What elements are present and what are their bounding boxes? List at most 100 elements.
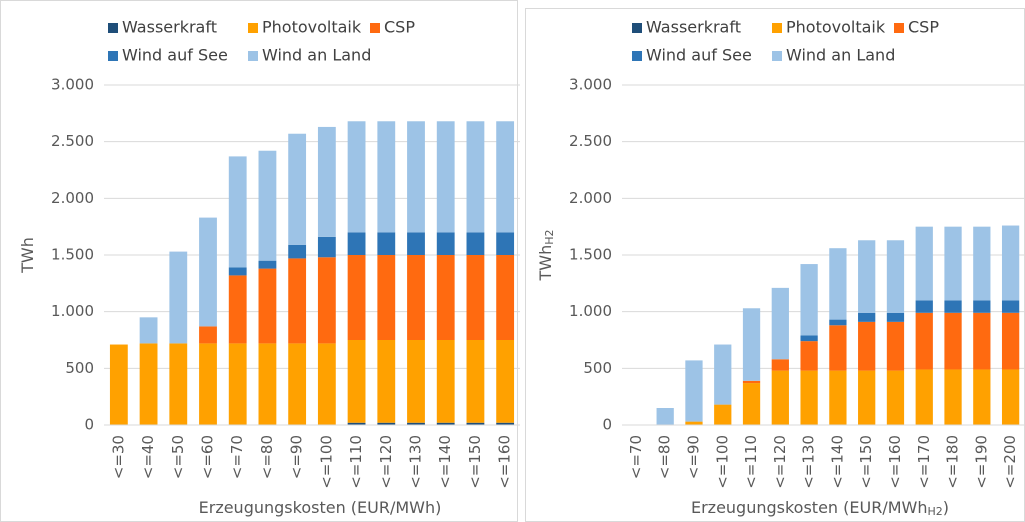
bar-segment — [1001, 225, 1020, 301]
bar-segment — [944, 300, 962, 313]
bar-segment — [436, 422, 455, 425]
y-tick-label: 1.000 — [569, 302, 612, 320]
legend-label: CSP — [908, 18, 939, 37]
x-tick-label: <=40 — [139, 435, 157, 479]
x-tick-label: <=110 — [347, 435, 365, 489]
bar-segment — [258, 260, 277, 269]
bar-segment — [742, 383, 761, 425]
bar-segment — [496, 422, 515, 425]
bar-segment — [258, 268, 277, 344]
x-axis-label: Erzeugungskosten (EUR/MWh) — [199, 498, 442, 517]
y-tick-label: 2.000 — [569, 189, 612, 207]
x-tick-label: <=70 — [228, 435, 246, 479]
y-tick-label: 500 — [583, 359, 612, 377]
y-tick-label: 2.500 — [51, 132, 94, 150]
x-tick-label: <=100 — [713, 435, 731, 489]
x-tick-label: <=80 — [656, 435, 674, 479]
bar-segment — [466, 340, 485, 423]
bar-segment — [800, 335, 818, 342]
bar-segment — [407, 422, 425, 425]
bar-segment — [228, 343, 247, 425]
bar-segment — [139, 343, 158, 425]
y-tick-label: 2.000 — [51, 189, 94, 207]
bar-segment — [317, 343, 336, 425]
bar-segment — [288, 343, 307, 425]
legend-label: Wind auf See — [122, 46, 228, 65]
bar-segment — [258, 343, 277, 425]
x-tick-label: <=130 — [800, 435, 818, 489]
x-axis-label: Erzeugungskosten (EUR/MWhH2) — [691, 498, 949, 519]
bar-segment — [317, 126, 336, 237]
x-tick-label: <=50 — [169, 435, 187, 479]
bar-segment — [915, 300, 933, 313]
x-tick-label: <=120 — [771, 435, 789, 489]
x-axis-label-tail: ) — [943, 498, 949, 517]
bar-segment — [771, 370, 789, 425]
y-axis-label: TWhH2 — [536, 229, 557, 281]
bar-segment — [407, 232, 425, 255]
bar-segment — [347, 340, 366, 423]
x-tick-label: <=120 — [377, 435, 395, 489]
bar-segment — [496, 340, 515, 423]
bar-segment — [496, 121, 515, 233]
x-tick-label: <=100 — [317, 435, 335, 489]
bar-segment — [258, 150, 277, 261]
bar-segment — [436, 340, 455, 423]
bar-segment — [714, 344, 732, 405]
bar-segment — [944, 369, 962, 425]
bar-segment — [109, 344, 128, 425]
legend-swatch — [248, 51, 258, 61]
legend-swatch — [772, 51, 782, 61]
bar-segment — [139, 317, 158, 344]
y-tick-label: 2.500 — [569, 132, 612, 150]
y-tick-label: 1.500 — [51, 246, 94, 264]
bar-segment — [742, 380, 761, 384]
bar-segment — [436, 232, 455, 255]
x-tick-label: <=150 — [857, 435, 875, 489]
bar-segment — [199, 326, 217, 344]
bar-segment — [829, 248, 847, 320]
bar-segment — [377, 422, 396, 425]
bar-segment — [973, 226, 991, 301]
bar-segment — [656, 408, 674, 425]
x-tick-label: <=160 — [886, 435, 904, 489]
x-tick-label: <=200 — [1001, 435, 1019, 489]
bar-segment — [858, 321, 876, 371]
x-tick-label: <=140 — [828, 435, 846, 489]
bar-segment — [466, 422, 485, 425]
bar-segment — [886, 370, 905, 425]
bar-segment — [800, 370, 818, 425]
bar-segment — [886, 240, 905, 313]
x-tick-label: <=160 — [496, 435, 514, 489]
legend-label: Wind auf See — [646, 46, 752, 65]
bar-segment — [407, 121, 425, 233]
bar-segment — [915, 369, 933, 425]
legend-swatch — [108, 51, 118, 61]
bar-segment — [377, 121, 396, 233]
bar-segment — [714, 404, 732, 425]
bar-segment — [228, 267, 247, 276]
bar-segment — [347, 422, 366, 425]
y-tick-label: 500 — [65, 359, 94, 377]
x-tick-label: <=110 — [742, 435, 760, 489]
bar-segment — [317, 257, 336, 344]
bar-segment — [858, 312, 876, 322]
bar-segment — [944, 226, 962, 301]
legend-swatch — [108, 23, 118, 33]
y-axis-label-sub: H2 — [543, 229, 556, 244]
y-tick-label: 3.000 — [51, 76, 94, 94]
bar-segment — [407, 340, 425, 423]
bar-segment — [944, 312, 962, 370]
bar-segment — [436, 255, 455, 340]
x-tick-label: <=180 — [944, 435, 962, 489]
x-axis-label-main: Erzeugungskosten (EUR/MWh) — [199, 498, 442, 517]
bar-segment — [228, 275, 247, 344]
bar-segment — [886, 321, 905, 371]
bar-segment — [1001, 312, 1020, 370]
bar-segment — [742, 308, 761, 381]
bar-segment — [466, 232, 485, 255]
x-tick-label: <=80 — [258, 435, 276, 479]
y-tick-label: 0 — [84, 416, 94, 434]
x-tick-label: <=130 — [407, 435, 425, 489]
